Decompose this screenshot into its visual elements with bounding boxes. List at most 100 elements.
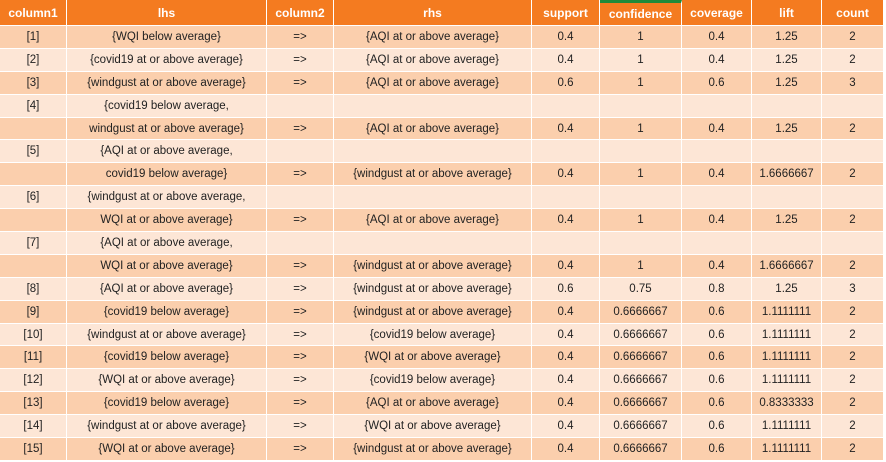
column1-cell[interactable]: [8] [0, 277, 67, 301]
column2-cell[interactable] [267, 140, 334, 164]
rhs-cell[interactable]: {covid19 below average} [334, 323, 532, 347]
lift-cell[interactable]: 1.6666667 [752, 163, 822, 187]
lhs-cell[interactable]: {WQI below average} [67, 26, 267, 49]
coverage-cell[interactable]: 0.6 [682, 71, 752, 95]
coverage-cell[interactable]: 0.6 [682, 415, 752, 439]
lhs-cell[interactable]: WQI at or above average} [67, 209, 267, 233]
confidence-cell[interactable] [600, 186, 682, 210]
lhs-cell[interactable]: {windgust at or above average} [67, 323, 267, 347]
rhs-cell[interactable]: {windgust at or above average} [334, 254, 532, 278]
count-cell[interactable]: 3 [822, 71, 884, 95]
confidence-cell[interactable]: 1 [600, 117, 682, 141]
lhs-cell[interactable]: {covid19 below average} [67, 300, 267, 324]
column2-cell[interactable]: => [267, 300, 334, 324]
count-cell[interactable]: 2 [822, 209, 884, 233]
count-cell[interactable] [822, 232, 884, 255]
coverage-cell[interactable]: 0.6 [682, 392, 752, 416]
count-cell[interactable]: 2 [822, 392, 884, 416]
header-count[interactable]: count [822, 0, 884, 26]
count-cell[interactable]: 2 [822, 346, 884, 370]
support-cell[interactable] [532, 186, 600, 210]
lhs-cell[interactable]: {windgust at or above average, [67, 186, 267, 210]
lhs-cell[interactable]: {windgust at or above average} [67, 415, 267, 439]
support-cell[interactable]: 0.4 [532, 209, 600, 233]
lift-cell[interactable]: 1.25 [752, 277, 822, 301]
count-cell[interactable] [822, 94, 884, 118]
rhs-cell[interactable] [334, 94, 532, 118]
count-cell[interactable] [822, 140, 884, 164]
column1-cell[interactable]: [14] [0, 415, 67, 439]
coverage-cell[interactable]: 0.6 [682, 438, 752, 461]
count-cell[interactable]: 3 [822, 277, 884, 301]
confidence-cell[interactable]: 1 [600, 48, 682, 72]
lift-cell[interactable]: 1.1111111 [752, 415, 822, 439]
confidence-cell[interactable]: 0.6666667 [600, 392, 682, 416]
support-cell[interactable] [532, 94, 600, 118]
count-cell[interactable]: 2 [822, 26, 884, 49]
coverage-cell[interactable] [682, 140, 752, 164]
coverage-cell[interactable]: 0.4 [682, 117, 752, 141]
coverage-cell[interactable]: 0.4 [682, 163, 752, 187]
column1-cell[interactable]: [10] [0, 323, 67, 347]
column1-cell[interactable]: [12] [0, 369, 67, 393]
coverage-cell[interactable]: 0.6 [682, 323, 752, 347]
column2-cell[interactable] [267, 232, 334, 255]
column1-cell[interactable]: [3] [0, 71, 67, 95]
coverage-cell[interactable]: 0.4 [682, 26, 752, 49]
column2-cell[interactable]: => [267, 346, 334, 370]
header-coverage[interactable]: coverage [682, 0, 752, 26]
confidence-cell[interactable]: 0.6666667 [600, 323, 682, 347]
rhs-cell[interactable] [334, 232, 532, 255]
column2-cell[interactable]: => [267, 209, 334, 233]
header-lhs[interactable]: lhs [67, 0, 267, 26]
confidence-cell[interactable]: 1 [600, 254, 682, 278]
column1-cell[interactable]: [15] [0, 438, 67, 461]
column1-cell[interactable] [0, 254, 67, 278]
column2-cell[interactable]: => [267, 48, 334, 72]
support-cell[interactable] [532, 140, 600, 164]
column1-cell[interactable] [0, 209, 67, 233]
confidence-cell[interactable] [600, 94, 682, 118]
column2-cell[interactable]: => [267, 163, 334, 187]
lift-cell[interactable]: 1.25 [752, 117, 822, 141]
rhs-cell[interactable]: {AQI at or above average} [334, 48, 532, 72]
support-cell[interactable]: 0.4 [532, 117, 600, 141]
coverage-cell[interactable]: 0.6 [682, 369, 752, 393]
support-cell[interactable]: 0.4 [532, 163, 600, 187]
support-cell[interactable]: 0.4 [532, 369, 600, 393]
count-cell[interactable]: 2 [822, 117, 884, 141]
lift-cell[interactable] [752, 186, 822, 210]
confidence-cell[interactable]: 0.6666667 [600, 369, 682, 393]
lift-cell[interactable]: 1.25 [752, 26, 822, 49]
confidence-cell[interactable]: 1 [600, 163, 682, 187]
lhs-cell[interactable]: {covid19 below average, [67, 94, 267, 118]
column2-cell[interactable]: => [267, 71, 334, 95]
rhs-cell[interactable]: {WQI at or above average} [334, 346, 532, 370]
coverage-cell[interactable]: 0.6 [682, 346, 752, 370]
count-cell[interactable]: 2 [822, 438, 884, 461]
column1-cell[interactable]: [11] [0, 346, 67, 370]
support-cell[interactable]: 0.4 [532, 48, 600, 72]
column2-cell[interactable]: => [267, 415, 334, 439]
coverage-cell[interactable]: 0.4 [682, 48, 752, 72]
confidence-cell[interactable]: 1 [600, 209, 682, 233]
lift-cell[interactable]: 1.6666667 [752, 254, 822, 278]
lhs-cell[interactable]: {WQI at or above average} [67, 369, 267, 393]
column1-cell[interactable]: [6] [0, 186, 67, 210]
lhs-cell[interactable]: windgust at or above average} [67, 117, 267, 141]
rhs-cell[interactable] [334, 140, 532, 164]
confidence-cell[interactable] [600, 232, 682, 255]
lhs-cell[interactable]: {AQI at or above average, [67, 140, 267, 164]
column1-cell[interactable] [0, 163, 67, 187]
column1-cell[interactable]: [5] [0, 140, 67, 164]
column2-cell[interactable]: => [267, 438, 334, 461]
count-cell[interactable]: 2 [822, 48, 884, 72]
column2-cell[interactable]: => [267, 117, 334, 141]
lift-cell[interactable]: 1.25 [752, 209, 822, 233]
confidence-cell[interactable]: 0.6666667 [600, 415, 682, 439]
lift-cell[interactable]: 1.25 [752, 48, 822, 72]
column1-cell[interactable] [0, 117, 67, 141]
count-cell[interactable]: 2 [822, 254, 884, 278]
support-cell[interactable]: 0.4 [532, 346, 600, 370]
lift-cell[interactable]: 1.1111111 [752, 369, 822, 393]
